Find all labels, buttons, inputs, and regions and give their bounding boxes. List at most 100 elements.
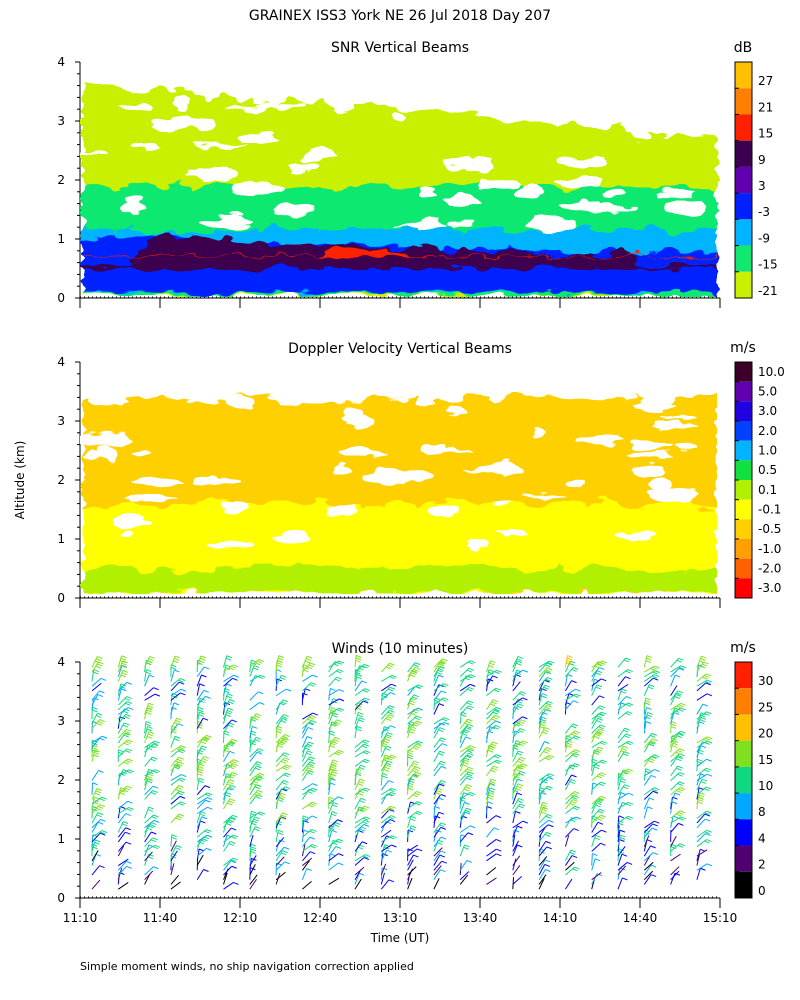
wind-barb-flag bbox=[464, 811, 471, 815]
wind-barb-flag bbox=[412, 762, 418, 766]
wind-barb-flag bbox=[92, 747, 98, 750]
wind-barb bbox=[144, 866, 154, 876]
wind-barb-flag bbox=[282, 759, 288, 762]
wind-barb-flag bbox=[467, 775, 473, 779]
wind-barb-flag bbox=[205, 695, 211, 699]
wind-barb bbox=[486, 675, 493, 687]
wind-barb-flag bbox=[679, 772, 685, 775]
wind-barb bbox=[538, 677, 548, 687]
wind-barb bbox=[380, 725, 391, 734]
wind-barb-flag bbox=[678, 666, 684, 670]
wind-barb-flag bbox=[171, 834, 178, 838]
x-tick-label: 14:10 bbox=[543, 911, 578, 925]
wind-barb-flag bbox=[520, 691, 527, 695]
wind-barb bbox=[380, 879, 390, 890]
wind-barb-flag bbox=[382, 772, 388, 776]
wind-barb-flag bbox=[147, 725, 153, 729]
wind-barb-flag bbox=[625, 703, 632, 707]
wind-barb-flag bbox=[364, 758, 370, 762]
wind-barb-flag bbox=[100, 832, 106, 836]
wind-barb bbox=[275, 764, 287, 772]
wind-barb bbox=[486, 720, 496, 730]
wind-barb-flag bbox=[705, 833, 711, 837]
wind-barb-flag bbox=[649, 734, 656, 738]
wind-barb-flag bbox=[338, 853, 344, 857]
wind-barb bbox=[249, 702, 260, 711]
wind-barb-flag bbox=[387, 716, 393, 720]
wind-barb bbox=[459, 700, 469, 711]
wind-barb-flag bbox=[229, 786, 235, 790]
wind-barb-flag bbox=[122, 789, 129, 793]
wind-barb bbox=[354, 700, 364, 711]
wind-barb-flag bbox=[705, 673, 712, 677]
wind-barb-flag bbox=[230, 764, 237, 768]
wind-barb bbox=[512, 697, 523, 706]
data-gap bbox=[288, 163, 317, 173]
wind-barb-flag bbox=[93, 751, 100, 755]
wind-barb bbox=[380, 773, 383, 786]
data-gap bbox=[398, 74, 450, 84]
wind-barb bbox=[381, 674, 392, 682]
wind-barb bbox=[196, 816, 203, 828]
wind-barb-flag bbox=[145, 721, 152, 724]
wind-barb bbox=[407, 859, 414, 871]
wind-barb-flag bbox=[328, 801, 334, 805]
footnote: Simple moment winds, no ship navigation … bbox=[80, 960, 414, 973]
colorbar-swatch bbox=[735, 193, 752, 220]
wind-barb-flag bbox=[250, 843, 257, 847]
data-gap bbox=[639, 396, 674, 404]
wind-barb-flag bbox=[304, 660, 311, 664]
wind-barb-flag bbox=[359, 766, 365, 770]
wind-barb-flag bbox=[278, 655, 284, 659]
wind-barb bbox=[407, 707, 419, 715]
wind-barb bbox=[328, 819, 338, 829]
data-gap bbox=[565, 479, 585, 486]
wind-barb-flag bbox=[225, 791, 231, 795]
wind-barb-flag bbox=[309, 683, 315, 687]
wind-barb-flag bbox=[258, 691, 264, 695]
wind-barb bbox=[643, 852, 654, 862]
wind-barb bbox=[354, 688, 366, 697]
wind-barb bbox=[643, 712, 649, 725]
wind-barb bbox=[486, 687, 497, 697]
wind-barb-flag bbox=[330, 773, 337, 777]
wind-barb-flag bbox=[594, 749, 600, 753]
wind-barb-flag bbox=[146, 778, 152, 782]
wind-barb bbox=[591, 842, 601, 852]
wind-barb-flag bbox=[464, 722, 470, 726]
wind-barb bbox=[117, 827, 127, 838]
wind-barb-flag bbox=[469, 792, 476, 795]
data-gap bbox=[531, 425, 547, 438]
wind-barb bbox=[643, 707, 647, 720]
data-gap bbox=[268, 393, 310, 404]
colorbar-swatch bbox=[735, 688, 752, 715]
wind-barb bbox=[91, 770, 99, 781]
wind-barb-flag bbox=[202, 838, 208, 842]
wind-barb-flag bbox=[99, 737, 105, 741]
wind-barb bbox=[644, 769, 655, 777]
wind-barb-flag bbox=[123, 734, 129, 738]
wind-barb-flag bbox=[203, 666, 210, 670]
wind-barb bbox=[617, 825, 620, 838]
wind-barb-flag bbox=[566, 659, 572, 663]
wind-barb bbox=[91, 737, 100, 748]
data-gap bbox=[516, 186, 542, 199]
wind-barb-flag bbox=[595, 732, 602, 736]
wind-barb-flag bbox=[494, 761, 500, 764]
wind-barb bbox=[617, 733, 627, 744]
wind-barb bbox=[223, 860, 232, 871]
wind-barb-flag bbox=[492, 711, 499, 715]
wind-barb-flag bbox=[382, 853, 388, 857]
wind-barb-flag bbox=[676, 692, 682, 696]
wind-barb-flag bbox=[174, 669, 180, 673]
wind-barb-flag bbox=[329, 782, 336, 786]
wind-barb-flag bbox=[181, 774, 187, 778]
wind-barb-flag bbox=[230, 841, 236, 844]
y-tick-label: 4 bbox=[57, 655, 65, 669]
wind-barb-flag bbox=[252, 783, 258, 786]
wind-barb bbox=[696, 863, 708, 871]
wind-barb bbox=[643, 797, 650, 810]
wind-barb-flag bbox=[468, 667, 474, 671]
wind-barb bbox=[117, 655, 123, 668]
wind-barb-flag bbox=[308, 804, 314, 808]
